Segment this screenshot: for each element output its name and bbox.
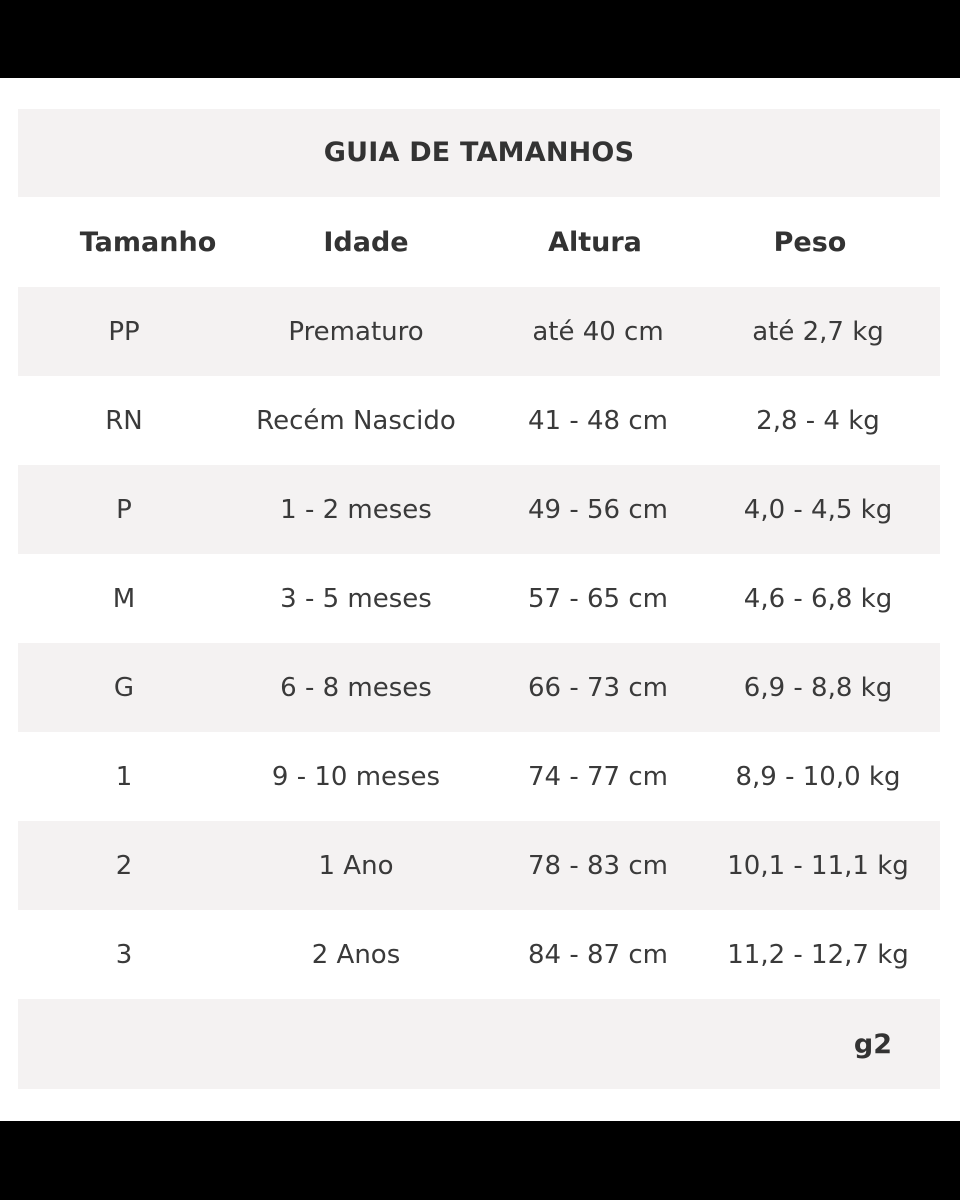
size-guide-title: GUIA DE TAMANHOS [323,137,635,168]
header-tamanho: Tamanho [79,226,217,258]
header-peso: Peso [773,226,847,258]
weight-cell: 8,9 - 10,0 kg [735,761,901,792]
header-altura: Altura [548,226,642,258]
height-cell: 78 - 83 cm [528,850,668,881]
table-row: PP Prematuro até 40 cm até 2,7 kg [18,287,940,376]
height-cell: até 40 cm [532,316,664,347]
size-cell: PP [108,316,140,347]
size-cell: G [113,672,135,703]
height-cell: 66 - 73 cm [528,672,668,703]
age-cell: 2 Anos [311,939,401,970]
height-cell: 84 - 87 cm [528,939,668,970]
table-row: G 6 - 8 meses 66 - 73 cm 6,9 - 8,8 kg [18,643,940,732]
table-row: 1 9 - 10 meses 74 - 77 cm 8,9 - 10,0 kg [18,732,940,821]
weight-cell: até 2,7 kg [752,316,884,347]
age-cell: 9 - 10 meses [271,761,441,792]
footer-code: g2 [853,1028,892,1060]
age-cell: 1 - 2 meses [280,494,432,525]
table-row: RN Recém Nascido 41 - 48 cm 2,8 - 4 kg [18,376,940,465]
weight-cell: 11,2 - 12,7 kg [727,939,909,970]
table-header-row: Tamanho Idade Altura Peso [18,197,940,287]
size-cell: 3 [115,939,133,970]
weight-cell: 6,9 - 8,8 kg [743,672,893,703]
header-idade: Idade [323,226,409,258]
height-cell: 57 - 65 cm [528,583,668,614]
table-row: 3 2 Anos 84 - 87 cm 11,2 - 12,7 kg [18,910,940,999]
size-cell: 1 [115,761,133,792]
height-cell: 49 - 56 cm [528,494,668,525]
table-row: P 1 - 2 meses 49 - 56 cm 4,0 - 4,5 kg [18,465,940,554]
height-cell: 74 - 77 cm [528,761,668,792]
size-cell: P [116,494,132,525]
size-cell: M [112,583,136,614]
age-cell: Prematuro [288,316,424,347]
age-cell: 6 - 8 meses [280,672,432,703]
weight-cell: 4,0 - 4,5 kg [743,494,893,525]
weight-cell: 10,1 - 11,1 kg [727,850,909,881]
footer-band: g2 [18,999,940,1089]
weight-cell: 2,8 - 4 kg [756,405,880,436]
height-cell: 41 - 48 cm [528,405,668,436]
size-cell: RN [105,405,143,436]
size-guide-sheet: GUIA DE TAMANHOS Tamanho Idade Altura Pe… [0,78,960,1121]
title-band: GUIA DE TAMANHOS [18,109,940,197]
weight-cell: 4,6 - 6,8 kg [743,583,893,614]
size-cell: 2 [115,850,133,881]
table-row: 2 1 Ano 78 - 83 cm 10,1 - 11,1 kg [18,821,940,910]
age-cell: 3 - 5 meses [280,583,432,614]
table-row: M 3 - 5 meses 57 - 65 cm 4,6 - 6,8 kg [18,554,940,643]
age-cell: Recém Nascido [256,405,456,436]
age-cell: 1 Ano [318,850,394,881]
